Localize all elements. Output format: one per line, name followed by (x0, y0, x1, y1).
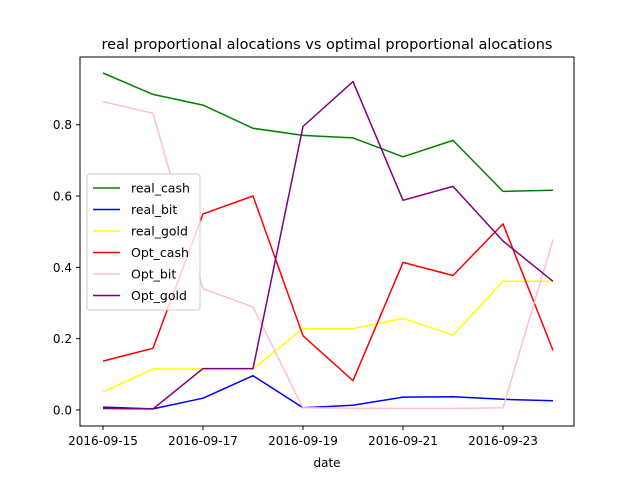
x-tick-label: 2016-09-17 (168, 434, 238, 448)
x-axis: 2016-09-15 2016-09-17 2016-09-19 2016-09-21… (68, 426, 538, 448)
legend-label-real-gold: real_gold (131, 224, 188, 239)
series-line-real-bit (102, 374, 554, 410)
x-tick-label: 2016-09-19 (268, 434, 338, 448)
series-line-real-cash (102, 72, 554, 193)
legend-label-opt-bit: Opt_bit (131, 267, 176, 282)
chart-title: real proportional alocations vs optimal … (102, 37, 553, 53)
y-tick-label: 0.6 (53, 190, 72, 204)
legend: real_cash real_bit real_gold Opt_cash Opt_bi… (86, 173, 201, 311)
legend-label-real-bit: real_bit (131, 202, 177, 217)
x-tick-label: 2016-09-21 (368, 434, 438, 448)
legend-label-real-cash: real_cash (131, 181, 190, 196)
x-axis-label: date (313, 456, 340, 470)
y-tick-label: 0.4 (53, 261, 72, 275)
x-tick-label: 2016-09-15 (68, 434, 138, 448)
legend-box (86, 173, 201, 311)
series-line-real-gold (102, 280, 553, 393)
legend-label-opt-gold: Opt_gold (131, 288, 187, 303)
x-tick-label: 2016-09-23 (468, 434, 538, 448)
y-tick-label: 0.0 (53, 403, 72, 417)
series-line-opt-gold (102, 80, 554, 410)
plot-area-frame (79, 56, 575, 427)
y-tick-label: 0.8 (53, 118, 72, 132)
y-axis: 0.0 0.2 0.4 0.6 0.8 (53, 118, 80, 417)
legend-label-opt-cash: Opt_cash (131, 245, 189, 260)
y-tick-label: 0.2 (53, 332, 72, 346)
